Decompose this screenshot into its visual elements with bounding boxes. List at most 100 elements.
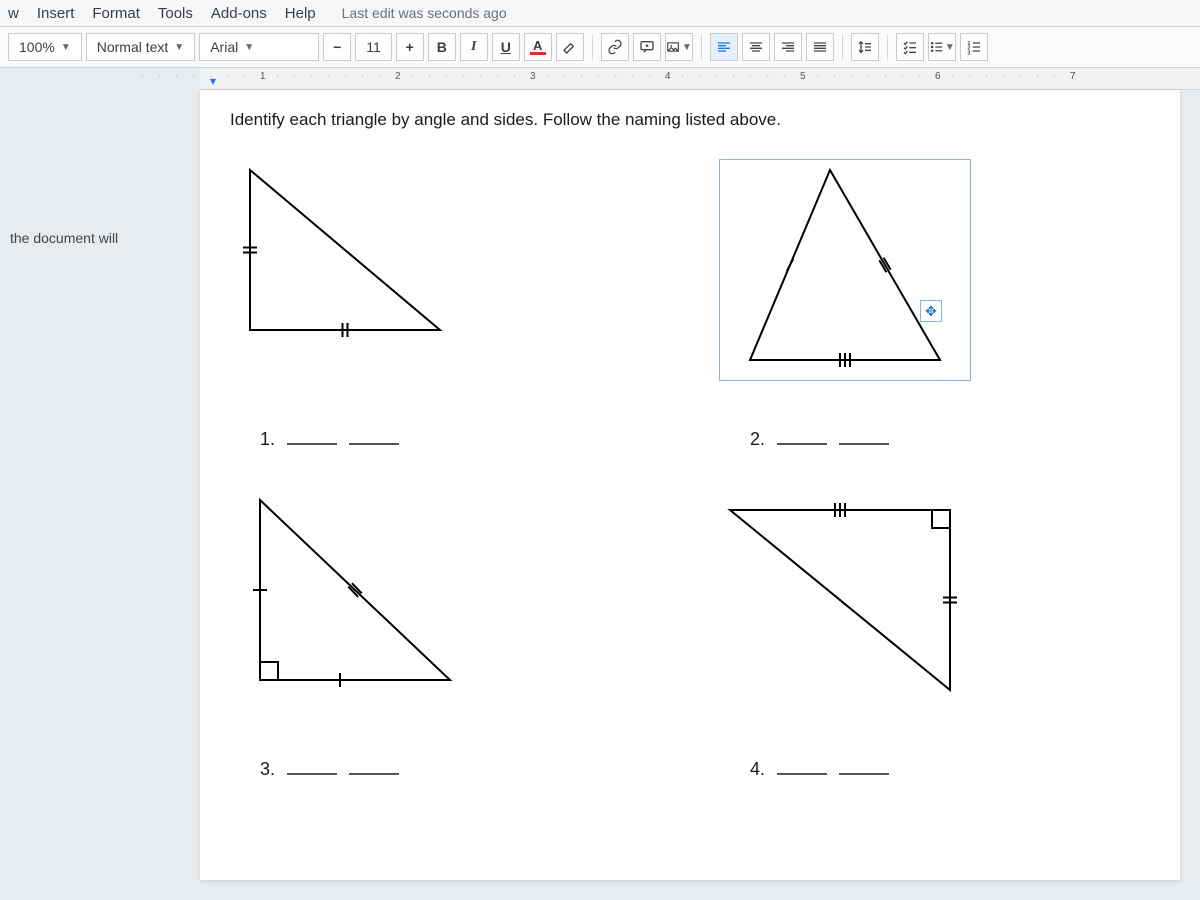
answer-blank[interactable] <box>839 761 889 775</box>
add-comment-button[interactable] <box>633 33 661 61</box>
separator <box>592 35 593 59</box>
line-spacing-icon <box>857 39 873 55</box>
ruler-mark: 7 <box>1070 71 1076 82</box>
answer-blank[interactable] <box>777 431 827 445</box>
link-icon <box>607 39 623 55</box>
text-color-button[interactable]: A <box>524 33 552 61</box>
answer-blank[interactable] <box>349 761 399 775</box>
menu-help[interactable]: Help <box>285 5 316 22</box>
menu-bar: w Insert Format Tools Add-ons Help Last … <box>0 0 1200 26</box>
answer-blank[interactable] <box>777 761 827 775</box>
ruler-mark: 6 <box>935 71 941 82</box>
font-select[interactable]: Arial ▼ <box>199 33 319 61</box>
bulleted-list-button[interactable]: ▼ <box>928 33 956 61</box>
font-size-increase-button[interactable]: + <box>396 33 424 61</box>
chevron-down-icon: ▼ <box>244 42 254 53</box>
answer-line-1: 1. <box>260 429 399 450</box>
menu-view[interactable]: w <box>8 5 19 22</box>
menu-format[interactable]: Format <box>92 5 140 22</box>
comment-icon <box>639 39 655 55</box>
menu-addons[interactable]: Add-ons <box>211 5 267 22</box>
checklist-button[interactable] <box>896 33 924 61</box>
question-number: 2. <box>750 429 765 450</box>
numbered-list-button[interactable]: 123 <box>960 33 988 61</box>
textcolor-label: A <box>533 39 542 52</box>
answer-line-2: 2. <box>750 429 889 450</box>
align-left-icon <box>716 39 732 55</box>
italic-label: I <box>471 39 476 55</box>
triangle-1-svg <box>230 160 460 350</box>
ruler-mark: 1 <box>260 71 266 82</box>
bold-button[interactable]: B <box>428 33 456 61</box>
svg-text:3: 3 <box>967 50 970 55</box>
ruler-mark: 2 <box>395 71 401 82</box>
underline-button[interactable]: U <box>492 33 520 61</box>
image-icon <box>666 39 680 55</box>
ruler-mark: 5 <box>800 71 806 82</box>
toolbar: 100% ▼ Normal text ▼ Arial ▼ − 11 + B I U A… <box>0 26 1200 68</box>
insert-image-button[interactable]: ▼ <box>665 33 693 61</box>
italic-button[interactable]: I <box>460 33 488 61</box>
highlighter-icon <box>562 39 578 55</box>
zoom-value: 100% <box>19 39 55 55</box>
image-move-handle[interactable]: ✥ <box>920 300 942 322</box>
align-right-button[interactable] <box>774 33 802 61</box>
triangle-3-svg <box>230 490 470 700</box>
answer-blank[interactable] <box>839 431 889 445</box>
triangle-2-svg[interactable] <box>720 160 970 380</box>
bold-label: B <box>437 39 447 55</box>
question-number: 4. <box>750 759 765 780</box>
align-right-icon <box>780 39 796 55</box>
separator <box>842 35 843 59</box>
answer-blank[interactable] <box>349 431 399 445</box>
chevron-down-icon: ▼ <box>682 42 692 53</box>
answer-blank[interactable] <box>287 431 337 445</box>
style-value: Normal text <box>97 39 169 55</box>
last-edit-status[interactable]: Last edit was seconds ago <box>342 5 507 21</box>
ruler-mark: 4 <box>665 71 671 82</box>
insert-link-button[interactable] <box>601 33 629 61</box>
font-size-input[interactable]: 11 <box>355 33 392 61</box>
underline-label: U <box>501 39 511 55</box>
triangle-cell-2: ✥ 2. <box>720 160 1150 450</box>
question-number: 1. <box>260 429 275 450</box>
chevron-down-icon: ▼ <box>945 42 955 53</box>
line-spacing-button[interactable] <box>851 33 879 61</box>
question-number: 3. <box>260 759 275 780</box>
chevron-down-icon: ▼ <box>174 42 184 53</box>
separator <box>887 35 888 59</box>
triangle-cell-1: 1. <box>230 160 660 450</box>
font-value: Arial <box>210 39 238 55</box>
horizontal-ruler[interactable]: ▾ 1·······2·······3·······4·······5·····… <box>200 68 1200 90</box>
menu-insert[interactable]: Insert <box>37 5 75 22</box>
align-left-button[interactable] <box>710 33 738 61</box>
bullet-list-icon <box>929 39 944 55</box>
numbered-list-icon: 123 <box>966 39 982 55</box>
document-outline-sidebar: the document will <box>0 90 200 900</box>
font-size-value: 11 <box>366 39 381 55</box>
zoom-select[interactable]: 100% ▼ <box>8 33 82 61</box>
separator <box>701 35 702 59</box>
instruction-text: Identify each triangle by angle and side… <box>230 110 1150 130</box>
paragraph-style-select[interactable]: Normal text ▼ <box>86 33 195 61</box>
align-center-button[interactable] <box>742 33 770 61</box>
outline-placeholder: the document will <box>10 230 190 246</box>
chevron-down-icon: ▼ <box>61 42 71 53</box>
answer-line-4: 4. <box>750 759 889 780</box>
triangle-cell-3: 3. <box>230 490 660 780</box>
text-color-swatch <box>530 52 546 55</box>
triangle-4-svg <box>720 490 970 710</box>
answer-blank[interactable] <box>287 761 337 775</box>
font-size-decrease-button[interactable]: − <box>323 33 351 61</box>
menu-tools[interactable]: Tools <box>158 5 193 22</box>
triangle-grid: 1. ✥ 2. <box>230 160 1150 780</box>
align-justify-button[interactable] <box>806 33 834 61</box>
align-center-icon <box>748 39 764 55</box>
answer-line-3: 3. <box>260 759 399 780</box>
workspace: the document will Identify each triangle… <box>0 90 1200 900</box>
align-justify-icon <box>812 39 828 55</box>
highlight-button[interactable] <box>556 33 584 61</box>
checklist-icon <box>902 39 918 55</box>
document-page[interactable]: Identify each triangle by angle and side… <box>200 90 1180 880</box>
ruler-mark: 3 <box>530 71 536 82</box>
